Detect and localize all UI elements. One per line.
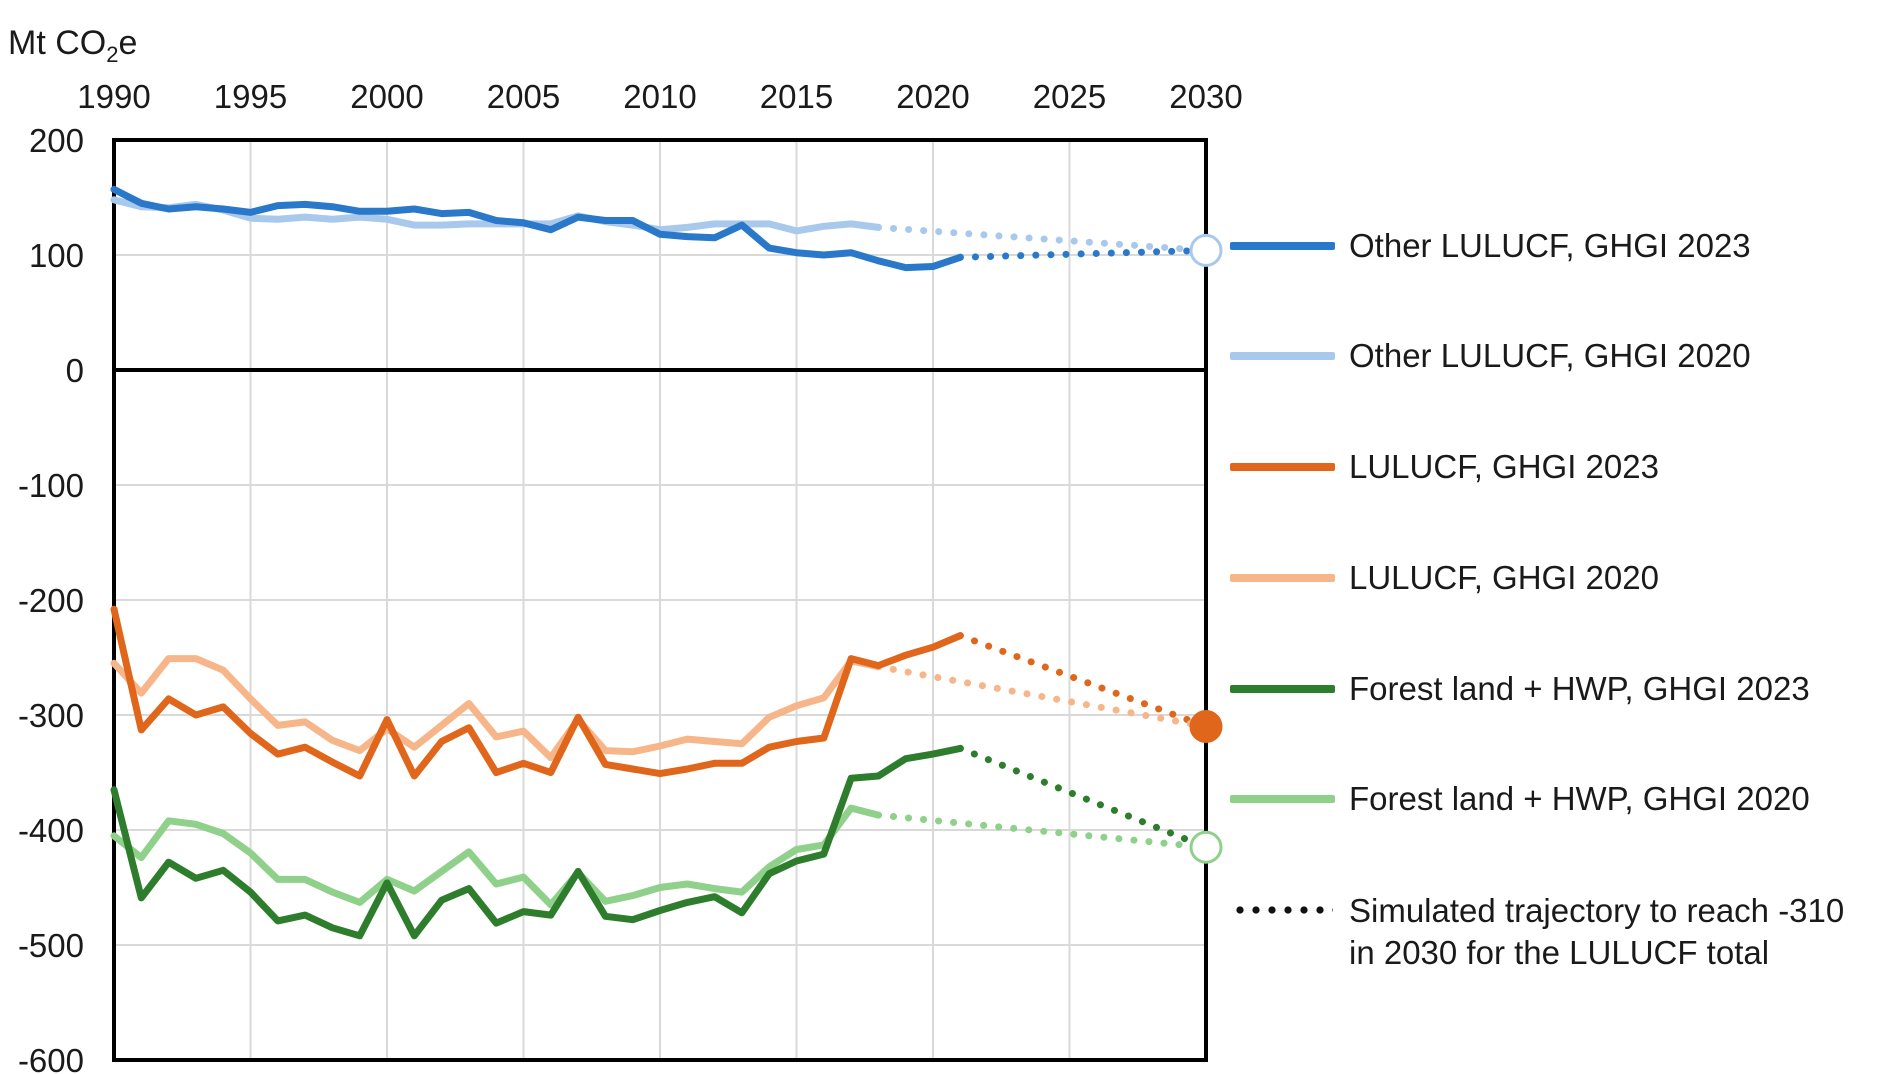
legend-label: Other LULUCF, GHGI 2020 [1349,337,1751,374]
legend-item-simulated-trajectory: Simulated trajectory to reach -310 in 20… [1226,890,1844,971]
x-tick-label: 2025 [1033,78,1106,115]
legend-swatch [1226,779,1339,819]
projection-line-3 [874,663,1210,730]
y-tick-label: -400 [18,812,84,849]
legend-item-other-lulucf-2023: Other LULUCF, GHGI 2023 [1226,226,1751,266]
x-tick-label: 2030 [1169,78,1242,115]
x-tick-label: 2015 [760,78,833,115]
end-marker-2 [1189,830,1223,864]
series-line-0 [110,185,964,272]
plot-frame [112,138,1208,1062]
y-tick-label: 100 [29,237,84,274]
projection-line-4 [956,744,1210,851]
legend-label: LULUCF, GHGI 2023 [1349,448,1659,485]
projection-line-1 [874,223,1210,254]
unit-label-main: Mt CO [8,24,107,62]
x-tick-label: 2000 [350,78,423,115]
legend-swatch [1226,558,1339,598]
y-tick-label: -600 [18,1042,84,1074]
legend-label: Forest land + HWP, GHGI 2020 [1349,780,1810,817]
x-tick-label: 2005 [487,78,560,115]
unit-label-suffix: e [118,24,138,62]
projection-line-2 [956,632,1210,730]
x-tick-label: 2020 [896,78,969,115]
legend-swatch [1226,447,1339,487]
legend-swatch [1226,226,1339,266]
projection-line-5 [874,811,1210,851]
y-tick-label: 200 [29,122,84,159]
end-marker-1 [1189,710,1223,743]
series-line-2 [110,605,964,780]
x-tick-label: 1990 [77,78,150,115]
y-tick-label: 0 [66,352,84,389]
x-tick-label: 1995 [214,78,287,115]
series-line-3 [110,655,882,762]
series-line-1 [110,196,882,235]
legend-item-lulucf-2020: LULUCF, GHGI 2020 [1226,558,1659,598]
legend-swatch-dotted [1226,890,1339,930]
legend-label: Simulated trajectory to reach -310 in 20… [1349,892,1845,971]
legend-label: Forest land + HWP, GHGI 2023 [1349,670,1810,707]
legend-item-other-lulucf-2020: Other LULUCF, GHGI 2020 [1226,336,1751,376]
legend-swatch [1226,669,1339,709]
y-tick-label: -500 [18,927,84,964]
series-line-4 [110,744,964,940]
end-marker-0 [1189,233,1223,267]
unit-label-subscript: 2 [106,42,119,67]
legend-swatch [1226,336,1339,376]
legend-item-forest-hwp-2020: Forest land + HWP, GHGI 2020 [1226,779,1810,819]
y-tick-label: -200 [18,582,84,619]
y-tick-label: -300 [18,697,84,734]
y-tick-label: -100 [18,467,84,504]
x-tick-label: 2010 [623,78,696,115]
legend-label: Other LULUCF, GHGI 2023 [1349,227,1751,264]
legend-label: LULUCF, GHGI 2020 [1349,559,1659,596]
projection-line-0 [956,246,1210,261]
y-axis-unit-label: Mt CO2e [8,24,138,67]
series-line-5 [110,804,882,909]
legend-item-lulucf-2023: LULUCF, GHGI 2023 [1226,447,1659,487]
legend-item-forest-hwp-2023: Forest land + HWP, GHGI 2023 [1226,669,1810,709]
